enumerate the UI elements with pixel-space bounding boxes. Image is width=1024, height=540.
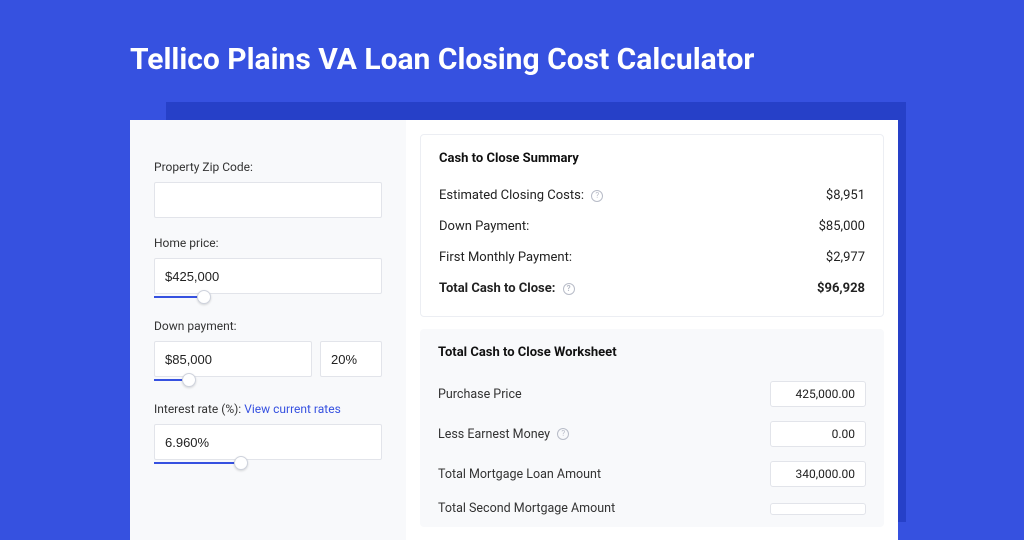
home-price-field-group: Home price:	[154, 236, 382, 301]
page-title: Tellico Plains VA Loan Closing Cost Calc…	[0, 0, 1024, 77]
summary-value: $8,951	[826, 188, 865, 203]
home-price-input[interactable]	[154, 258, 382, 294]
worksheet-label-text: Less Earnest Money	[438, 427, 550, 442]
summary-label: First Monthly Payment:	[439, 250, 572, 265]
worksheet-value[interactable]: 0.00	[770, 421, 866, 447]
summary-label-text: Estimated Closing Costs:	[439, 188, 584, 203]
summary-total-label-text: Total Cash to Close:	[439, 281, 555, 296]
summary-label: Estimated Closing Costs: ?	[439, 188, 603, 203]
home-price-label: Home price:	[154, 236, 382, 250]
help-icon[interactable]: ?	[591, 190, 603, 202]
summary-row-closing-costs: Estimated Closing Costs: ? $8,951	[439, 180, 865, 211]
zip-label: Property Zip Code:	[154, 160, 382, 174]
summary-title: Cash to Close Summary	[439, 151, 865, 166]
zip-input[interactable]	[154, 182, 382, 218]
calculator-panel: Property Zip Code: Home price: Down paym…	[130, 120, 898, 540]
results-panel: Cash to Close Summary Estimated Closing …	[406, 120, 898, 540]
worksheet-label: Less Earnest Money ?	[438, 427, 569, 442]
help-icon[interactable]: ?	[557, 428, 569, 440]
summary-total-label: Total Cash to Close: ?	[439, 281, 575, 296]
down-payment-input[interactable]	[154, 341, 312, 377]
home-price-slider-thumb[interactable]	[197, 290, 211, 304]
down-payment-slider-thumb[interactable]	[182, 373, 196, 387]
summary-label: Down Payment:	[439, 219, 529, 234]
summary-value: $2,977	[826, 250, 865, 265]
worksheet-value[interactable]: 425,000.00	[770, 381, 866, 407]
view-rates-link[interactable]: View current rates	[244, 402, 341, 416]
interest-slider-thumb[interactable]	[234, 456, 248, 470]
zip-field-group: Property Zip Code:	[154, 160, 382, 218]
summary-row-total: Total Cash to Close: ? $96,928	[439, 273, 865, 304]
worksheet-row-second-mortgage: Total Second Mortgage Amount	[438, 494, 866, 523]
worksheet-card: Total Cash to Close Worksheet Purchase P…	[420, 329, 884, 527]
inputs-panel: Property Zip Code: Home price: Down paym…	[130, 120, 406, 540]
interest-field-group: Interest rate (%): View current rates	[154, 402, 382, 467]
summary-card: Cash to Close Summary Estimated Closing …	[420, 134, 884, 317]
worksheet-label: Total Second Mortgage Amount	[438, 501, 615, 516]
interest-slider-track	[154, 462, 241, 464]
summary-row-first-payment: First Monthly Payment: $2,977	[439, 242, 865, 273]
worksheet-row-mortgage-amount: Total Mortgage Loan Amount 340,000.00	[438, 454, 866, 494]
worksheet-title: Total Cash to Close Worksheet	[438, 345, 866, 360]
interest-slider[interactable]	[154, 459, 382, 467]
interest-label-text: Interest rate (%):	[154, 402, 241, 416]
summary-value: $85,000	[819, 219, 865, 234]
home-price-slider[interactable]	[154, 293, 382, 301]
worksheet-value[interactable]: 340,000.00	[770, 461, 866, 487]
worksheet-label: Purchase Price	[438, 387, 522, 402]
down-payment-pct-input[interactable]	[320, 341, 382, 377]
worksheet-label: Total Mortgage Loan Amount	[438, 467, 601, 482]
down-payment-label: Down payment:	[154, 319, 382, 333]
summary-total-value: $96,928	[817, 281, 865, 296]
worksheet-row-earnest-money: Less Earnest Money ? 0.00	[438, 414, 866, 454]
help-icon[interactable]: ?	[563, 283, 575, 295]
worksheet-value[interactable]	[770, 503, 866, 515]
interest-label: Interest rate (%): View current rates	[154, 402, 382, 416]
summary-row-down-payment: Down Payment: $85,000	[439, 211, 865, 242]
worksheet-row-purchase-price: Purchase Price 425,000.00	[438, 374, 866, 414]
down-payment-slider[interactable]	[154, 376, 311, 384]
down-payment-field-group: Down payment:	[154, 319, 382, 384]
interest-input[interactable]	[154, 424, 382, 460]
